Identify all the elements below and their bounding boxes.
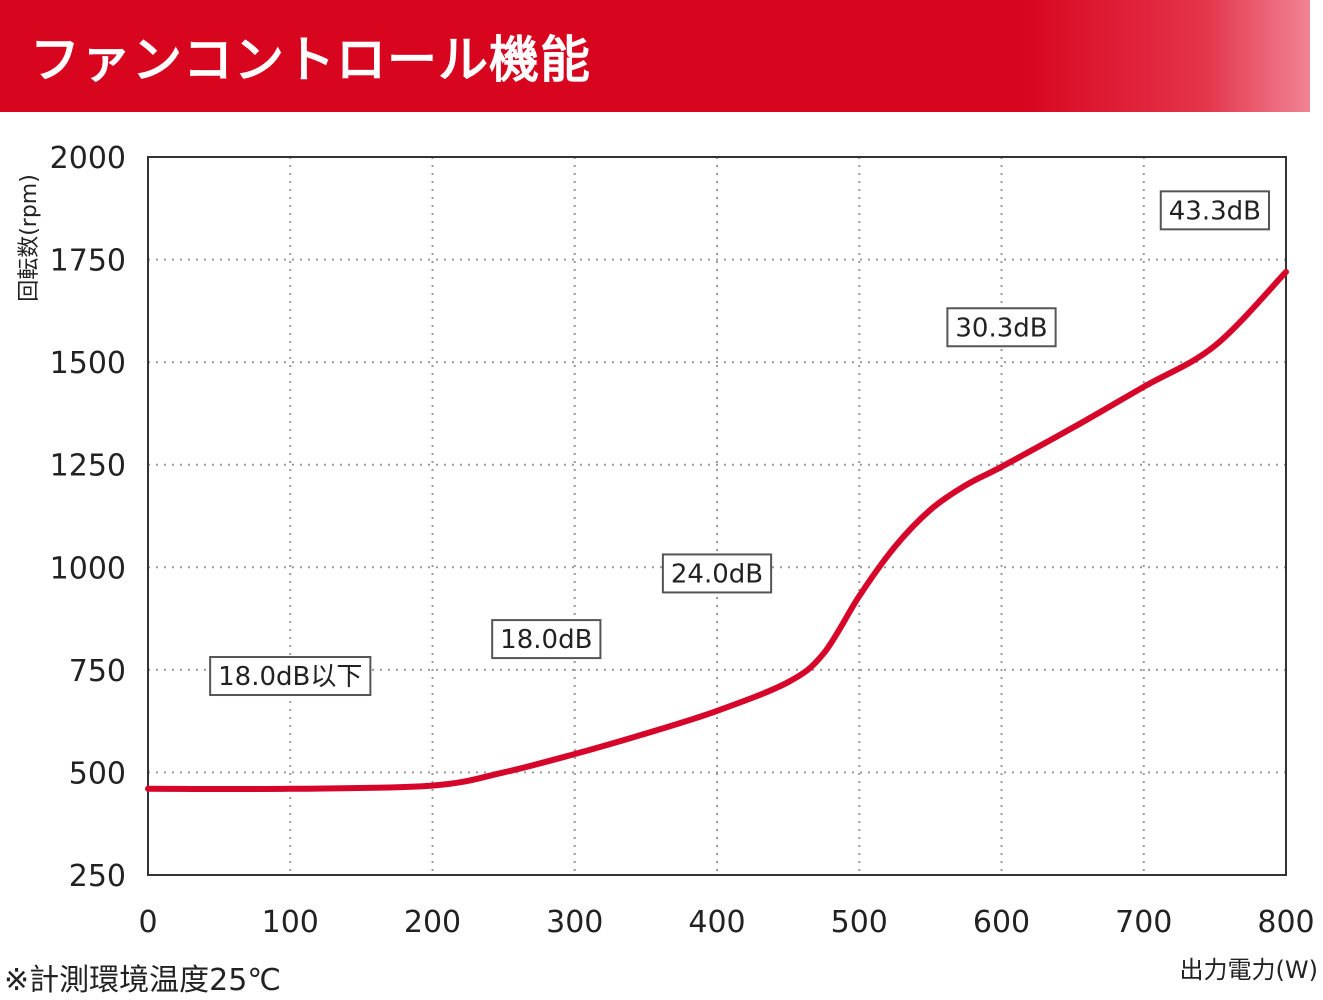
x-tick-label: 0 [138, 905, 157, 940]
noise-level-label: 30.3dB [946, 307, 1057, 348]
x-tick-label: 700 [1115, 905, 1172, 940]
y-axis-label: 回転数(rpm) [17, 174, 42, 302]
x-tick-label: 300 [546, 905, 603, 940]
noise-level-label: 18.0dB以下 [209, 656, 372, 697]
series-line [145, 268, 1289, 793]
y-tick-label: 750 [69, 654, 126, 689]
noise-level-box [491, 619, 602, 660]
y-tick-label: 1750 [50, 244, 126, 279]
axis-ticks: 0 100 200 300 400 500 600 700 800 250 500 750 1000 12… [50, 141, 1315, 940]
noise-level-text: 18.0dB以下 [218, 662, 362, 692]
noise-level-box [661, 553, 773, 594]
x-tick-label: 600 [973, 905, 1030, 940]
y-tick-label: 500 [69, 756, 126, 791]
x-tick-label: 500 [831, 905, 888, 940]
plot-area-border [147, 156, 1287, 876]
title-banner: ファンコントロール機能 [0, 0, 1310, 112]
x-tick-label: 200 [404, 905, 461, 940]
noise-level-box [209, 656, 372, 697]
noise-level-text: 18.0dB [500, 625, 592, 655]
x-tick-label: 800 [1257, 905, 1314, 940]
x-tick-label: 400 [688, 905, 745, 940]
y-tick-label: 2000 [50, 141, 126, 176]
noise-level-label: 24.0dB [661, 553, 773, 594]
page-title: ファンコントロール機能 [30, 31, 591, 89]
series [145, 268, 1289, 793]
y-tick-label: 1250 [50, 449, 126, 484]
y-tick-label: 1000 [50, 551, 126, 586]
noise-level-label: 43.3dB [1159, 190, 1270, 231]
footnote: ※計測環境温度25℃ [4, 963, 282, 998]
noise-level-text: 43.3dB [1169, 196, 1261, 226]
noise-level-text: 30.3dB [955, 313, 1047, 343]
noise-level-text: 24.0dB [671, 559, 763, 589]
y-tick-label: 1500 [50, 346, 126, 381]
noise-level-box [1159, 190, 1270, 231]
noise-level-box [946, 307, 1057, 348]
annotations: 18.0dB以下 18.0dB 24.0dB 30.3dB 43.3dB [209, 190, 1270, 697]
noise-level-label: 18.0dB [491, 619, 602, 660]
y-tick-label: 250 [69, 859, 126, 894]
x-axis-label: 出力電力(W) [1180, 956, 1318, 984]
grid [148, 157, 1286, 875]
x-tick-label: 100 [262, 905, 319, 940]
